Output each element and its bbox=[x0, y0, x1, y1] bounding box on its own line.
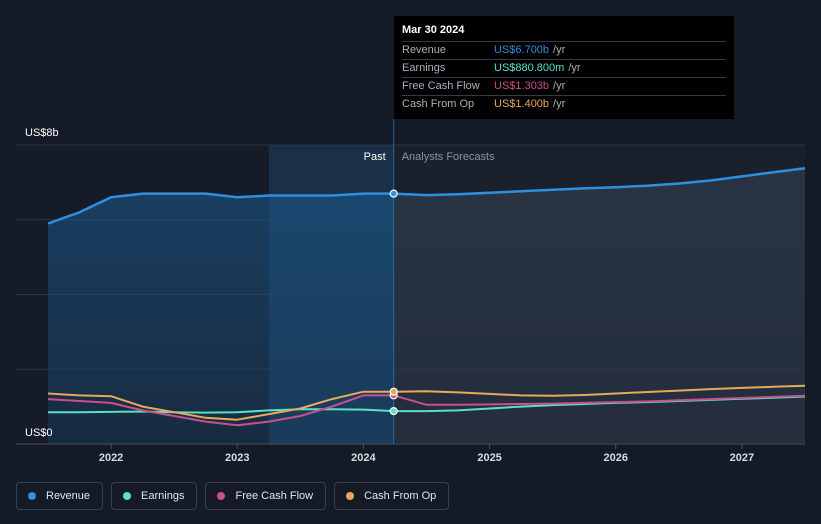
tooltip-value: US$6.700b bbox=[494, 44, 550, 56]
chart: US$8b US$0 Past Analysts Forecasts 2022 2023 2… bbox=[16, 119, 806, 464]
legend-item-revenue[interactable]: Revenue bbox=[16, 482, 104, 510]
x-tick-label: 2024 bbox=[351, 452, 376, 464]
legend-dot-icon bbox=[217, 492, 226, 500]
tooltip-row-free-cash-flow: Free Cash Flow US$1.303b /yr bbox=[402, 78, 726, 96]
tooltip-date: Mar 30 2024 bbox=[402, 23, 726, 42]
tooltip-label: Cash From Op bbox=[402, 98, 475, 110]
earnings-point bbox=[389, 407, 398, 416]
y-top-label: US$8b bbox=[25, 127, 59, 139]
legend-dot-icon bbox=[346, 492, 355, 500]
x-tick-label: 2023 bbox=[225, 452, 249, 464]
legend: Revenue Earnings Free Cash Flow Cash Fro… bbox=[16, 482, 450, 510]
legend-dot-icon bbox=[28, 492, 36, 500]
tooltip-label: Free Cash Flow bbox=[402, 80, 480, 92]
tooltip-unit: /yr bbox=[553, 80, 566, 92]
legend-label: Free Cash Flow bbox=[235, 490, 314, 502]
tooltip-row-earnings: Earnings US$880.800m /yr bbox=[402, 60, 726, 78]
tooltip-value: US$1.400b bbox=[494, 98, 550, 110]
forecast-label: Analysts Forecasts bbox=[402, 151, 495, 163]
cash-from-op-line bbox=[47, 384, 806, 421]
revenue-area-past bbox=[48, 193, 394, 444]
revenue-line bbox=[47, 166, 806, 225]
legend-label: Revenue bbox=[46, 490, 91, 502]
legend-item-earnings[interactable]: Earnings bbox=[111, 482, 198, 510]
tooltip-label: Earnings bbox=[402, 62, 446, 74]
tooltip-value: US$880.800m bbox=[494, 62, 565, 74]
tooltip-value: US$1.303b bbox=[494, 80, 550, 92]
legend-label: Cash From Op bbox=[364, 490, 437, 502]
tooltip-unit: /yr bbox=[568, 62, 581, 74]
legend-item-cash-from-op[interactable]: Cash From Op bbox=[334, 482, 450, 510]
y-bottom-label: US$0 bbox=[25, 427, 53, 439]
legend-dot-icon bbox=[123, 492, 132, 500]
free-cash-flow-line bbox=[47, 394, 806, 427]
revenue-point bbox=[389, 189, 398, 198]
x-tick-label: 2025 bbox=[477, 452, 501, 464]
legend-item-free-cash-flow[interactable]: Free Cash Flow bbox=[205, 482, 327, 510]
tooltip-row-revenue: Revenue US$6.700b /yr bbox=[402, 42, 726, 60]
revenue-area-forecast bbox=[393, 168, 805, 444]
x-tick-label: 2026 bbox=[604, 452, 628, 464]
legend-label: Earnings bbox=[141, 490, 185, 502]
cash-from-op-point bbox=[389, 387, 398, 396]
x-tick-label: 2022 bbox=[99, 452, 123, 464]
tooltip-label: Revenue bbox=[402, 44, 447, 56]
tooltip-unit: /yr bbox=[553, 44, 566, 56]
tooltip-row-cash-from-op: Cash From Op US$1.400b /yr bbox=[402, 96, 726, 113]
x-tick-label: 2027 bbox=[730, 452, 754, 464]
past-label: Past bbox=[364, 151, 386, 163]
tooltip-unit: /yr bbox=[553, 98, 566, 110]
tooltip: Mar 30 2024 Revenue US$6.700b /yr Earnin… bbox=[394, 16, 734, 119]
